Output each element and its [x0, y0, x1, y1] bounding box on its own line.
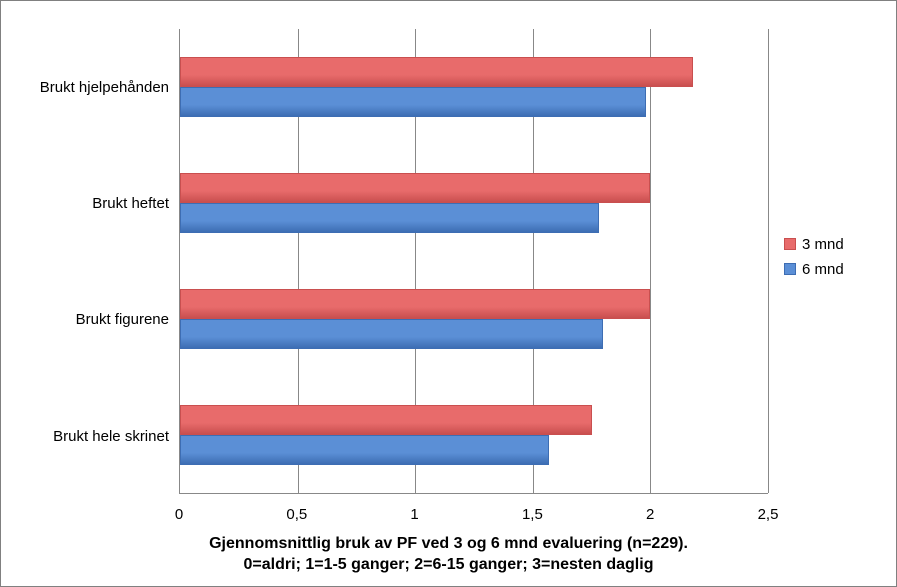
gridline	[768, 29, 769, 493]
x-tick-label: 2	[646, 506, 654, 523]
category-label: Brukt figurene	[9, 262, 179, 378]
plot-area	[179, 29, 768, 494]
category-label: Brukt hjelpehånden	[9, 29, 179, 145]
legend: 3 mnd 6 mnd	[768, 9, 888, 504]
chart-body: Brukt hjelpehånden Brukt heftet Brukt fi…	[9, 9, 888, 504]
legend-swatch-icon	[784, 238, 796, 250]
x-tick-label: 0	[175, 506, 183, 523]
bar-3mnd	[180, 289, 650, 319]
legend-swatch-icon	[784, 263, 796, 275]
chart-caption: Gjennomsnittlig bruk av PF ved 3 og 6 mn…	[9, 528, 888, 578]
bar-3mnd	[180, 405, 592, 435]
legend-label: 3 mnd	[802, 236, 844, 253]
x-axis: 00,511,522,5	[179, 504, 768, 528]
legend-label: 6 mnd	[802, 261, 844, 278]
x-tick-label: 1,5	[522, 506, 543, 523]
plot-column: Brukt hjelpehånden Brukt heftet Brukt fi…	[9, 9, 768, 504]
bar-6mnd	[180, 203, 599, 233]
chart-frame: Brukt hjelpehånden Brukt heftet Brukt fi…	[0, 0, 897, 587]
x-tick-label: 1	[410, 506, 418, 523]
legend-item-3mnd: 3 mnd	[784, 236, 888, 253]
category-label: Brukt hele skrinet	[9, 378, 179, 494]
bar-group	[180, 29, 768, 145]
chart-wrap: Brukt hjelpehånden Brukt heftet Brukt fi…	[9, 9, 888, 578]
x-tick-label: 0,5	[286, 506, 307, 523]
x-tick-label: 2,5	[758, 506, 779, 523]
bar-3mnd	[180, 173, 650, 203]
y-axis-labels: Brukt hjelpehånden Brukt heftet Brukt fi…	[9, 9, 179, 504]
legend-item-6mnd: 6 mnd	[784, 261, 888, 278]
caption-line-1: Gjennomsnittlig bruk av PF ved 3 og 6 mn…	[21, 534, 876, 555]
bar-6mnd	[180, 87, 646, 117]
bar-group	[180, 145, 768, 261]
bar-group	[180, 261, 768, 377]
caption-line-2: 0=aldri; 1=1-5 ganger; 2=6-15 ganger; 3=…	[21, 555, 876, 576]
bar-3mnd	[180, 57, 693, 87]
bar-6mnd	[180, 319, 603, 349]
bar-6mnd	[180, 435, 549, 465]
category-label: Brukt heftet	[9, 145, 179, 261]
bar-group	[180, 377, 768, 493]
